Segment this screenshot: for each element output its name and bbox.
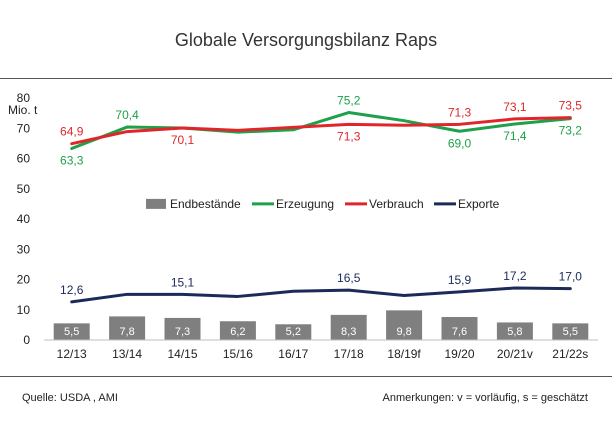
line-data-label: 73,2 bbox=[559, 124, 583, 138]
bar-endbestaende bbox=[109, 316, 146, 340]
legend-label: Endbestände bbox=[170, 197, 241, 211]
x-tick-label: 20/21v bbox=[497, 347, 533, 361]
bar-endbestaende bbox=[53, 323, 90, 340]
legend-label: Exporte bbox=[458, 197, 500, 211]
bar-endbestaende bbox=[552, 323, 589, 340]
x-tick-label: 18/19f bbox=[387, 347, 421, 361]
x-tick-label: 19/20 bbox=[444, 347, 474, 361]
annotation-note: Anmerkungen: v = vorläufig, s = geschätz… bbox=[382, 392, 588, 404]
y-tick-label: 10 bbox=[17, 303, 31, 317]
bar-data-label: 7,6 bbox=[452, 326, 467, 338]
line-data-label: 15,9 bbox=[448, 273, 472, 287]
bar-endbestaende bbox=[219, 321, 256, 340]
line-data-label: 71,3 bbox=[337, 129, 361, 143]
y-tick-label: 80 bbox=[17, 91, 31, 105]
line-data-label: 70,4 bbox=[115, 108, 139, 122]
x-tick-label: 21/22s bbox=[552, 347, 588, 361]
line-data-label: 17,0 bbox=[559, 270, 583, 284]
data-labels: 5,5 7,8 7,3 6,2 5,2 8,3 9,8 7,6 5,8 5,5 63,3 70,4 75… bbox=[60, 94, 582, 338]
bar-data-label: 7,3 bbox=[175, 326, 190, 338]
line-data-label: 75,2 bbox=[337, 94, 361, 108]
bar-endbestaende bbox=[441, 317, 478, 340]
bottom-divider bbox=[0, 376, 612, 377]
line-series bbox=[70, 111, 572, 304]
line-data-label: 70,1 bbox=[171, 133, 195, 147]
x-tick-label: 15/16 bbox=[223, 347, 253, 361]
bar-data-label: 5,2 bbox=[286, 326, 301, 338]
line-data-label: 64,9 bbox=[60, 125, 84, 139]
bar-data-label: 6,2 bbox=[230, 326, 245, 338]
x-tick-label: 16/17 bbox=[278, 347, 308, 361]
x-tick-label: 13/14 bbox=[112, 347, 142, 361]
legend-label: Erzeugung bbox=[276, 197, 334, 211]
line-data-label: 73,5 bbox=[559, 99, 583, 113]
line-data-label: 63,3 bbox=[60, 154, 84, 168]
line-verbrauch bbox=[70, 116, 572, 146]
bar-data-label: 9,8 bbox=[396, 326, 411, 338]
bar-data-label: 5,8 bbox=[507, 326, 522, 338]
bar-data-label: 5,5 bbox=[563, 326, 578, 338]
bar-endbestaende bbox=[275, 324, 312, 340]
y-tick-label: 30 bbox=[17, 242, 31, 256]
line-data-label: 12,6 bbox=[60, 283, 84, 297]
line-erzeugung bbox=[70, 111, 572, 151]
y-tick-label: 60 bbox=[17, 152, 31, 166]
bar-data-label: 8,3 bbox=[341, 326, 356, 338]
x-tick-label: 14/15 bbox=[167, 347, 197, 361]
bar-endbestaende bbox=[386, 310, 423, 340]
bar-data-label: 7,8 bbox=[119, 326, 134, 338]
y-tick-label: 40 bbox=[17, 212, 31, 226]
legend-swatch-bar bbox=[146, 198, 166, 209]
x-tick-label: 12/13 bbox=[57, 347, 87, 361]
x-axis: 12/13 13/14 14/15 15/16 16/17 17/18 18/19f 19/2… bbox=[57, 347, 589, 361]
bar-endbestaende bbox=[164, 317, 201, 340]
top-divider bbox=[0, 78, 612, 79]
line-data-label: 71,4 bbox=[503, 129, 527, 143]
source-note: Quelle: USDA , AMI bbox=[22, 392, 118, 404]
y-tick-label: 20 bbox=[17, 273, 31, 287]
line-data-label: 15,1 bbox=[171, 275, 195, 289]
bar-endbestaende bbox=[330, 314, 367, 340]
y-axis-unit-label: Mio. t bbox=[8, 103, 38, 117]
line-data-label: 16,5 bbox=[337, 271, 361, 285]
y-tick-label: 50 bbox=[17, 182, 31, 196]
bar-series-endbestaende bbox=[44, 310, 598, 341]
line-exporte bbox=[70, 286, 572, 304]
chart-title: Globale Versorgungsbilanz Raps bbox=[174, 30, 438, 50]
x-tick-label: 17/18 bbox=[334, 347, 364, 361]
bar-endbestaende bbox=[496, 322, 533, 340]
y-tick-label: 70 bbox=[17, 121, 31, 135]
line-data-label: 71,3 bbox=[448, 105, 472, 119]
line-data-label: 69,0 bbox=[448, 136, 472, 150]
legend-label: Verbrauch bbox=[369, 197, 424, 211]
line-data-label: 17,2 bbox=[503, 269, 527, 283]
y-tick-label: 0 bbox=[23, 333, 30, 347]
bar-data-label: 5,5 bbox=[64, 326, 79, 338]
line-data-label: 73,1 bbox=[503, 100, 527, 114]
legend: Endbestände Erzeugung Verbrauch Exporte bbox=[146, 197, 500, 211]
